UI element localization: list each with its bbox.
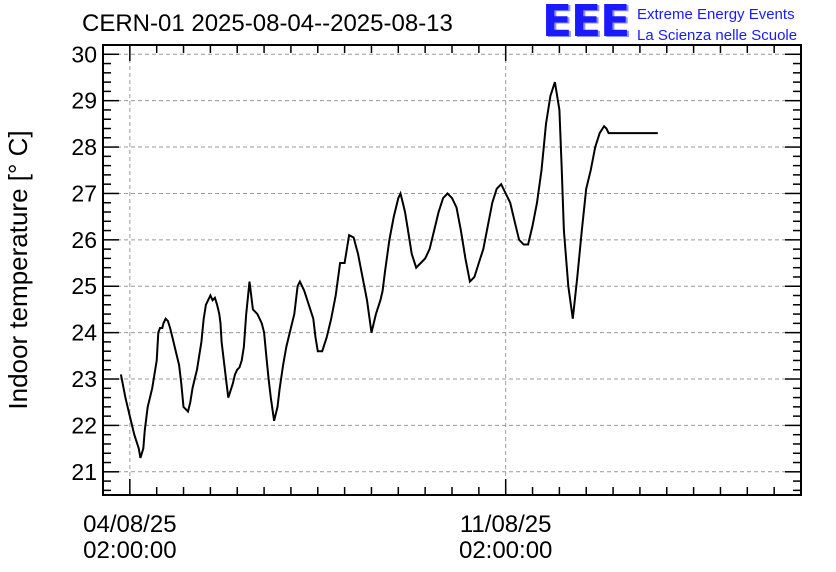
x-tick-label-time: 02:00:00 (459, 537, 552, 564)
series-line-0 (119, 81, 658, 459)
y-tick-label: 30 (71, 41, 97, 67)
y-tick-label: 23 (71, 366, 97, 392)
eee-logo-mark: EEE (542, 0, 630, 47)
y-axis-label: Indoor temperature [° C] (3, 130, 33, 409)
plot-frame (102, 44, 802, 496)
x-tick-label-date: 04/08/25 (83, 511, 176, 538)
x-tick-label-date: 11/08/25 (460, 511, 552, 538)
y-tick-label: 26 (71, 227, 97, 253)
series-layer (119, 81, 658, 459)
y-tick-label: 28 (71, 134, 97, 160)
tick-labels: 2122232425262728293004/08/2502:00:0011/0… (71, 41, 552, 564)
y-tick-label: 29 (71, 88, 97, 114)
axis-ticks (102, 44, 802, 495)
y-tick-label: 27 (71, 180, 97, 206)
grid (103, 45, 801, 495)
logo-line-2: La Scienza nelle Scuole (637, 27, 798, 44)
x-tick-label-time: 02:00:00 (83, 537, 176, 564)
y-tick-label: 25 (71, 273, 97, 299)
y-tick-label: 24 (71, 320, 97, 346)
y-tick-label: 22 (71, 412, 97, 438)
eee-logo: EEE Extreme Energy Events La Scienza nel… (542, 0, 832, 47)
logo-line-1: Extreme Energy Events (637, 6, 795, 23)
y-tick-label: 21 (71, 459, 97, 485)
chart-title: CERN-01 2025-08-04--2025-08-13 (82, 10, 453, 37)
